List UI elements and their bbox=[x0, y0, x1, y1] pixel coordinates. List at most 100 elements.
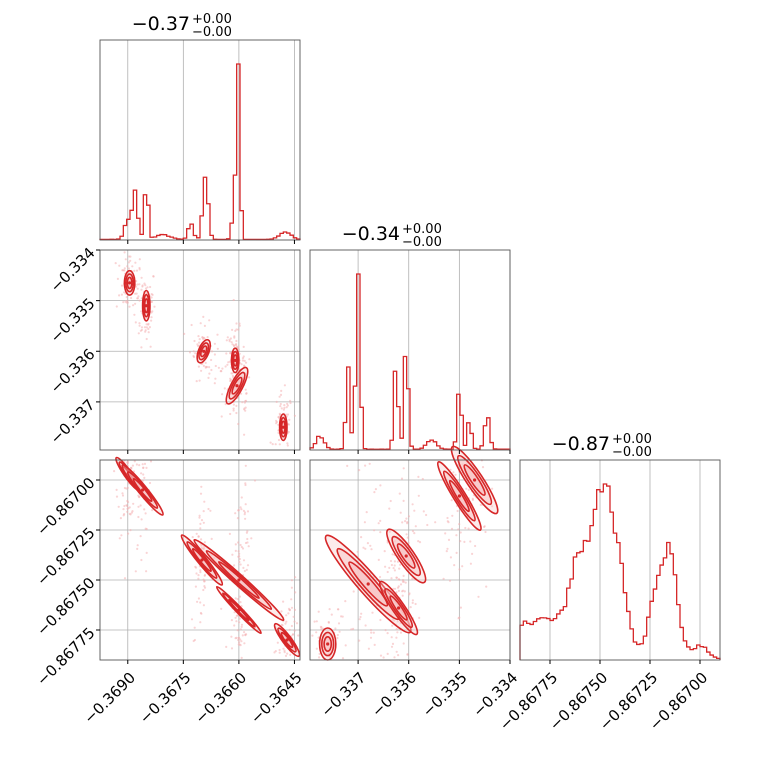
sample-point bbox=[147, 327, 150, 331]
sample-point bbox=[214, 377, 217, 380]
sample-point bbox=[139, 504, 142, 507]
sample-point bbox=[237, 636, 240, 640]
sample-point bbox=[360, 612, 363, 615]
sample-point bbox=[402, 499, 405, 502]
sample-point bbox=[290, 586, 293, 589]
sample-point bbox=[282, 600, 285, 603]
sample-point bbox=[242, 345, 245, 348]
sample-point bbox=[287, 423, 291, 426]
sample-point bbox=[280, 610, 283, 613]
sample-point bbox=[200, 519, 204, 522]
sample-point bbox=[448, 579, 452, 582]
sample-point bbox=[195, 380, 198, 383]
sample-point bbox=[445, 550, 448, 553]
sample-point bbox=[134, 285, 138, 288]
sample-point bbox=[293, 414, 296, 417]
sample-point bbox=[456, 509, 459, 513]
sample-point bbox=[148, 481, 152, 485]
sample-point bbox=[344, 600, 347, 603]
panel-frame-0-0 bbox=[99, 39, 301, 241]
sample-point bbox=[407, 515, 411, 518]
sample-point bbox=[406, 653, 409, 656]
sample-point bbox=[137, 505, 140, 508]
sample-point bbox=[135, 292, 138, 295]
sample-point bbox=[202, 547, 205, 550]
sample-point bbox=[459, 606, 462, 609]
sample-point bbox=[151, 293, 154, 296]
sample-point bbox=[455, 534, 458, 537]
sample-point bbox=[317, 636, 320, 639]
sample-point bbox=[210, 358, 213, 362]
density-peak bbox=[281, 425, 285, 429]
sample-point bbox=[392, 567, 395, 570]
sample-point bbox=[271, 443, 274, 446]
sample-point bbox=[123, 267, 126, 270]
sample-point bbox=[340, 615, 343, 618]
sample-point bbox=[399, 583, 403, 586]
density-peak bbox=[457, 494, 461, 498]
sample-point bbox=[363, 521, 366, 524]
panel-frame-1-1 bbox=[309, 249, 511, 451]
sample-point bbox=[231, 553, 234, 556]
sample-point bbox=[458, 616, 461, 619]
sample-point bbox=[239, 543, 242, 547]
sample-point bbox=[401, 521, 404, 524]
sample-point bbox=[123, 513, 126, 516]
sample-point bbox=[242, 559, 246, 562]
sample-point bbox=[411, 599, 414, 602]
sample-point bbox=[384, 565, 387, 568]
sample-point bbox=[282, 647, 285, 650]
sample-point bbox=[379, 654, 383, 657]
sample-point bbox=[398, 492, 401, 495]
sample-point bbox=[234, 549, 237, 553]
sample-point bbox=[150, 300, 154, 303]
density-peak bbox=[326, 642, 330, 646]
sample-point bbox=[233, 336, 236, 339]
sample-point bbox=[115, 495, 119, 498]
sample-point bbox=[221, 393, 224, 396]
sample-point bbox=[233, 624, 236, 627]
sample-point bbox=[315, 620, 318, 623]
sample-point bbox=[192, 355, 196, 359]
sample-point bbox=[202, 604, 205, 607]
sample-point bbox=[242, 566, 245, 570]
sample-point bbox=[238, 641, 241, 644]
sample-point bbox=[132, 502, 135, 505]
density-peak bbox=[233, 358, 237, 362]
sample-point bbox=[233, 611, 236, 614]
sample-point bbox=[447, 521, 450, 524]
sample-point bbox=[140, 288, 143, 291]
sample-point bbox=[208, 319, 211, 322]
sample-point bbox=[386, 570, 389, 574]
density-peak bbox=[237, 608, 241, 612]
sample-point bbox=[200, 485, 203, 488]
sample-point bbox=[127, 507, 130, 510]
density-peak bbox=[144, 304, 148, 308]
sample-point bbox=[207, 376, 210, 379]
sample-point bbox=[126, 499, 129, 503]
sample-point bbox=[474, 544, 477, 548]
sample-point bbox=[243, 359, 246, 362]
sample-point bbox=[235, 322, 238, 325]
sample-point bbox=[283, 406, 286, 409]
sample-point bbox=[278, 651, 281, 654]
sample-point bbox=[234, 512, 237, 515]
sample-point bbox=[232, 409, 235, 412]
histogram-p0 bbox=[99, 63, 301, 241]
sample-point bbox=[425, 513, 428, 517]
sample-point bbox=[467, 527, 470, 530]
sample-point bbox=[138, 324, 141, 327]
sample-point bbox=[239, 506, 242, 509]
sample-point bbox=[418, 541, 422, 544]
sample-point bbox=[346, 464, 349, 467]
sample-point bbox=[202, 315, 205, 318]
sample-point bbox=[483, 525, 486, 528]
sample-point bbox=[234, 637, 237, 640]
sample-point bbox=[413, 532, 416, 535]
sample-point bbox=[150, 319, 153, 322]
sample-point bbox=[404, 581, 407, 584]
panel-frame-2-2 bbox=[519, 459, 721, 661]
sample-point bbox=[328, 608, 331, 611]
sample-point bbox=[393, 560, 396, 563]
sample-point bbox=[396, 560, 399, 563]
